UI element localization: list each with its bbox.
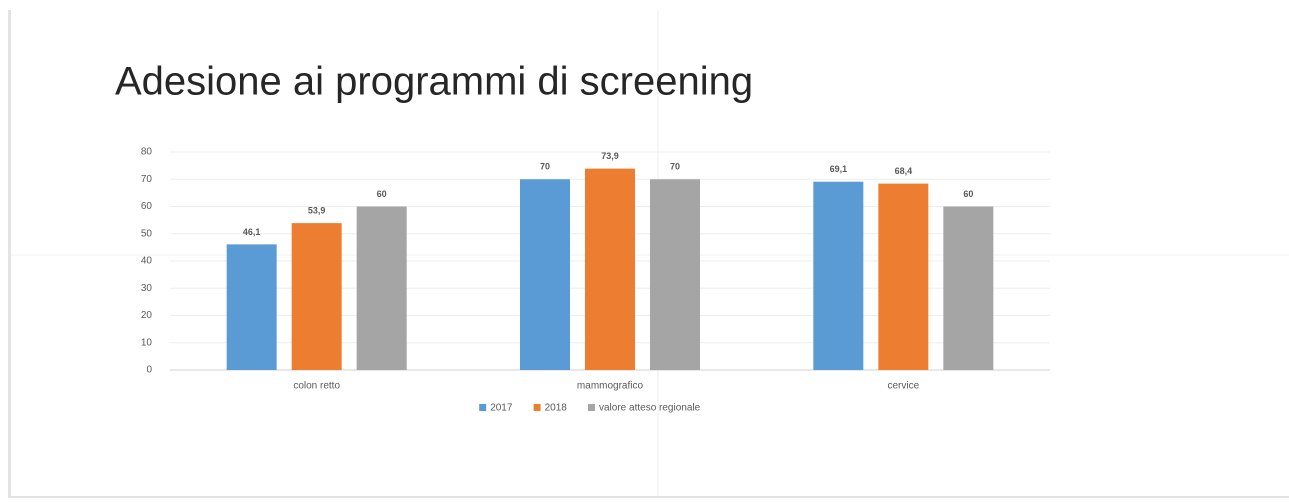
legend-swatch [479, 404, 487, 411]
chart-title: Adesione ai programmi di screening [115, 60, 753, 104]
legend-swatch [588, 404, 595, 411]
data-label: 46,1 [243, 227, 261, 237]
legend-label: valore atteso regionale [599, 403, 701, 414]
data-label: 70 [540, 162, 550, 172]
y-tick-label: 70 [141, 174, 153, 185]
data-label: 60 [377, 189, 387, 199]
y-tick-label: 80 [141, 147, 153, 158]
data-label: 53,9 [308, 205, 326, 215]
bar [520, 179, 570, 370]
legend-label: 2017 [490, 403, 513, 414]
y-tick-label: 50 [141, 228, 153, 239]
bar [943, 206, 994, 370]
y-tick-label: 10 [141, 337, 153, 348]
slide-edge [8, 10, 11, 498]
bar [356, 206, 407, 370]
data-label: 68,4 [895, 166, 913, 176]
slide-edge [8, 496, 1289, 498]
x-tick-label: mammografico [577, 381, 644, 392]
bar [585, 168, 635, 370]
y-tick-label: 30 [141, 283, 153, 294]
x-tick-label: cervice [887, 381, 919, 392]
x-tick-label: colon retto [293, 381, 340, 392]
data-label: 73,9 [601, 151, 619, 161]
data-label: 69,1 [830, 164, 848, 174]
bar [291, 223, 342, 370]
bar [813, 181, 864, 370]
data-label: 60 [963, 189, 973, 199]
data-label: 70 [670, 162, 680, 172]
y-tick-label: 40 [141, 256, 153, 267]
bar [650, 179, 700, 370]
bar [878, 183, 929, 370]
y-tick-label: 60 [141, 201, 153, 212]
legend-swatch [533, 404, 541, 411]
legend-label: 2018 [545, 403, 568, 414]
y-tick-label: 20 [141, 310, 153, 321]
bar [226, 244, 277, 370]
y-tick-label: 0 [146, 365, 152, 376]
